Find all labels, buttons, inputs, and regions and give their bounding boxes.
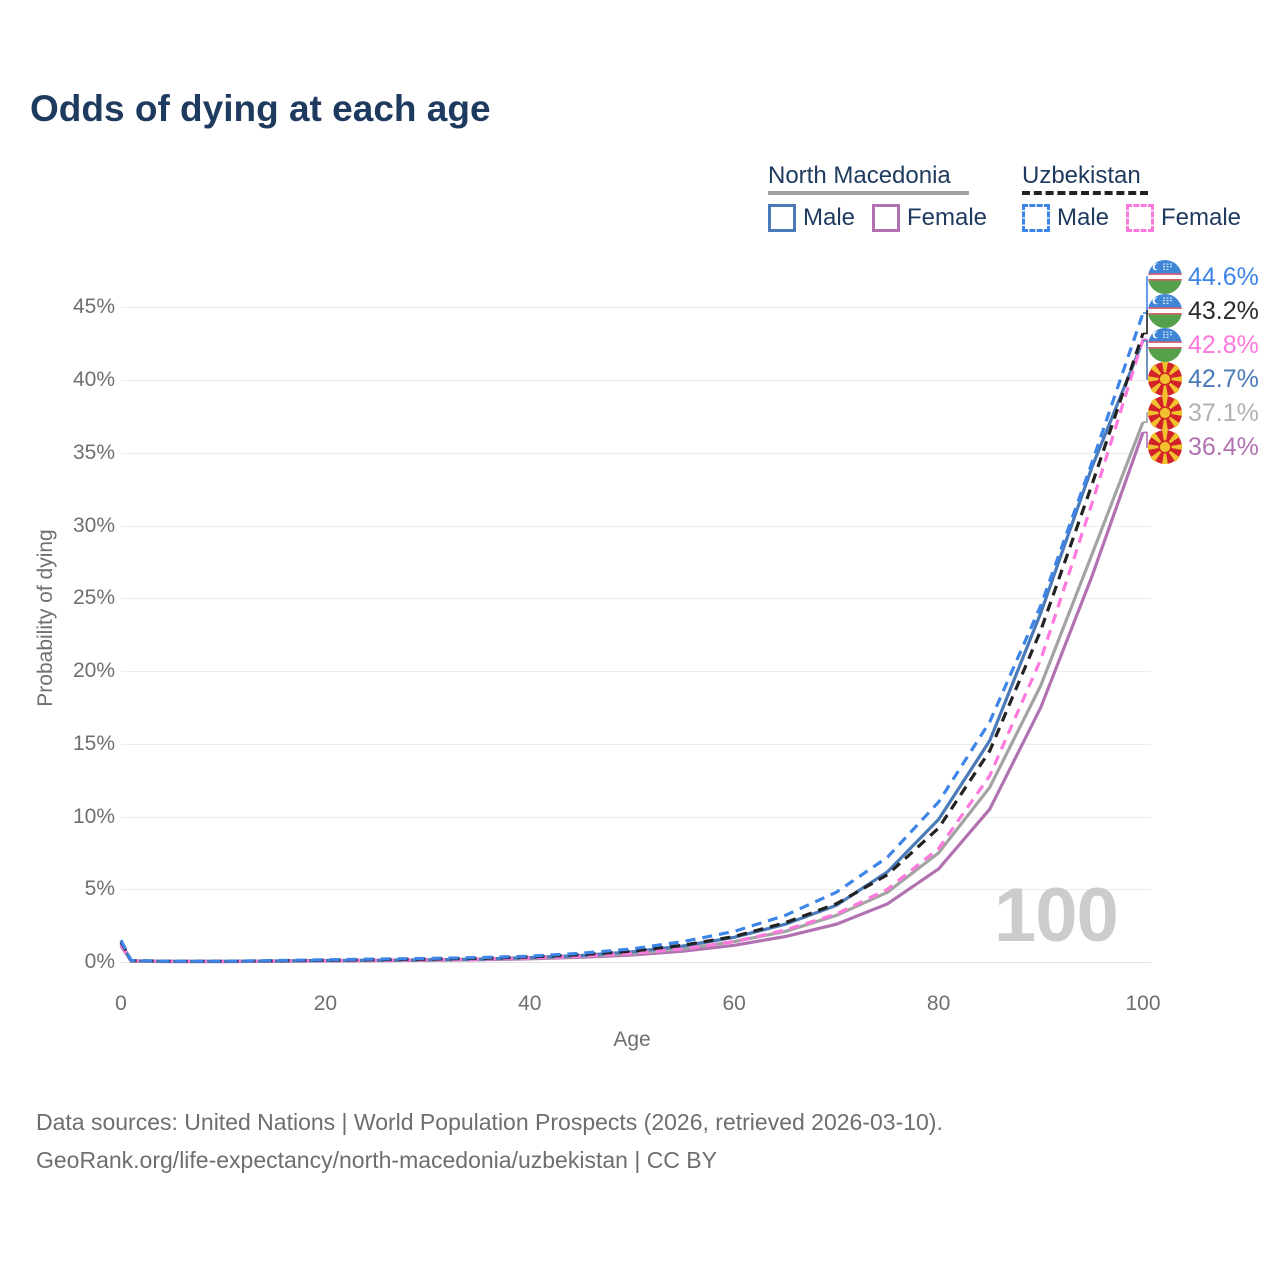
gridline-30% [121, 525, 1151, 527]
legend-underline-north-macedonia [768, 191, 969, 195]
series-line-mk-all [119, 421, 1145, 963]
series-line-mk-female [119, 431, 1145, 964]
x-tick-label: 100 [1125, 992, 1161, 1015]
uz-female-swatch-icon [1126, 204, 1154, 232]
age-indicator-watermark: 100 [994, 873, 1119, 958]
uzbekistan-flag-icon [1148, 328, 1182, 362]
gridline-15% [121, 743, 1151, 745]
legend-country-uzbekistan[interactable]: Uzbekistan [1022, 162, 1141, 189]
series-line-uz-all [119, 332, 1145, 963]
series-line-uz-male [119, 312, 1145, 963]
legend-item-nm-male[interactable]: Male [768, 204, 855, 232]
page-title: Odds of dying at each age [30, 88, 491, 129]
legend-label: Male [1057, 204, 1110, 231]
series-line-uz-female [119, 338, 1145, 963]
x-axis-title: Age [613, 1028, 651, 1051]
y-tick-label: 10% [72, 804, 115, 828]
legend-label: Female [1161, 204, 1242, 231]
gridline-20% [121, 671, 1151, 672]
gridline-45% [121, 307, 1151, 309]
end-label-value: 42.7% [1188, 364, 1259, 393]
north-macedonia-flag-icon [1148, 362, 1182, 396]
x-tick-label: 20 [313, 992, 338, 1015]
legend-item-uz-male[interactable]: Male [1022, 204, 1109, 232]
gridline-35% [121, 452, 1151, 454]
nm-male-swatch-icon [768, 204, 796, 232]
x-tick-label: 40 [518, 992, 542, 1015]
y-tick-label: 0% [84, 950, 115, 973]
end-label-value: 44.6% [1188, 262, 1259, 291]
uz-male-swatch-icon [1022, 204, 1050, 232]
y-tick-label: 25% [72, 586, 115, 610]
end-label-uz-female: 42.8% [1148, 328, 1259, 362]
y-tick-label: 35% [72, 440, 115, 464]
data-source-line: Data sources: United Nations | World Pop… [36, 1109, 943, 1135]
end-label-uz-all: 43.2% [1148, 294, 1259, 328]
end-label-mk-female: 36.4% [1148, 430, 1259, 464]
end-label-value: 42.8% [1188, 330, 1259, 359]
gridline-40% [121, 380, 1151, 381]
x-tick-label: 0 [115, 992, 127, 1015]
x-tick-label: 80 [926, 992, 951, 1015]
y-tick-label: 30% [72, 513, 115, 537]
y-tick-label: 5% [84, 877, 115, 901]
y-tick-label: 45% [72, 295, 115, 319]
uzbekistan-flag-icon [1148, 260, 1182, 294]
legend-item-nm-female[interactable]: Female [872, 204, 987, 232]
end-label-uz-male: 44.6% [1148, 260, 1259, 294]
y-tick-label: 40% [72, 368, 115, 391]
legend-country-north-macedonia[interactable]: North Macedonia [768, 162, 951, 189]
nm-female-swatch-icon [872, 204, 900, 232]
gridline-25% [121, 598, 1151, 600]
end-label-value: 36.4% [1188, 432, 1259, 461]
legend-label: Male [803, 204, 856, 231]
y-tick-label: 15% [72, 731, 115, 755]
north-macedonia-flag-icon [1148, 396, 1182, 430]
end-label-value: 37.1% [1188, 398, 1259, 427]
legend-label: Female [907, 204, 988, 231]
north-macedonia-flag-icon [1148, 430, 1182, 464]
end-label-mk-male: 42.7% [1148, 362, 1259, 396]
uzbekistan-flag-icon [1148, 294, 1182, 328]
series-line-mk-male [119, 340, 1145, 963]
end-label-mk-all: 37.1% [1148, 396, 1259, 430]
legend-item-uz-female[interactable]: Female [1126, 204, 1241, 232]
attribution-line: GeoRank.org/life-expectancy/north-macedo… [36, 1147, 717, 1173]
x-tick-label: 60 [722, 992, 746, 1015]
gridline-10% [121, 816, 1151, 818]
legend-underline-uzbekistan [1022, 191, 1148, 195]
y-tick-label: 20% [72, 659, 115, 682]
y-axis-title: Probability of dying [34, 529, 57, 707]
end-label-value: 43.2% [1188, 296, 1259, 325]
gridline-0% [121, 962, 1151, 963]
